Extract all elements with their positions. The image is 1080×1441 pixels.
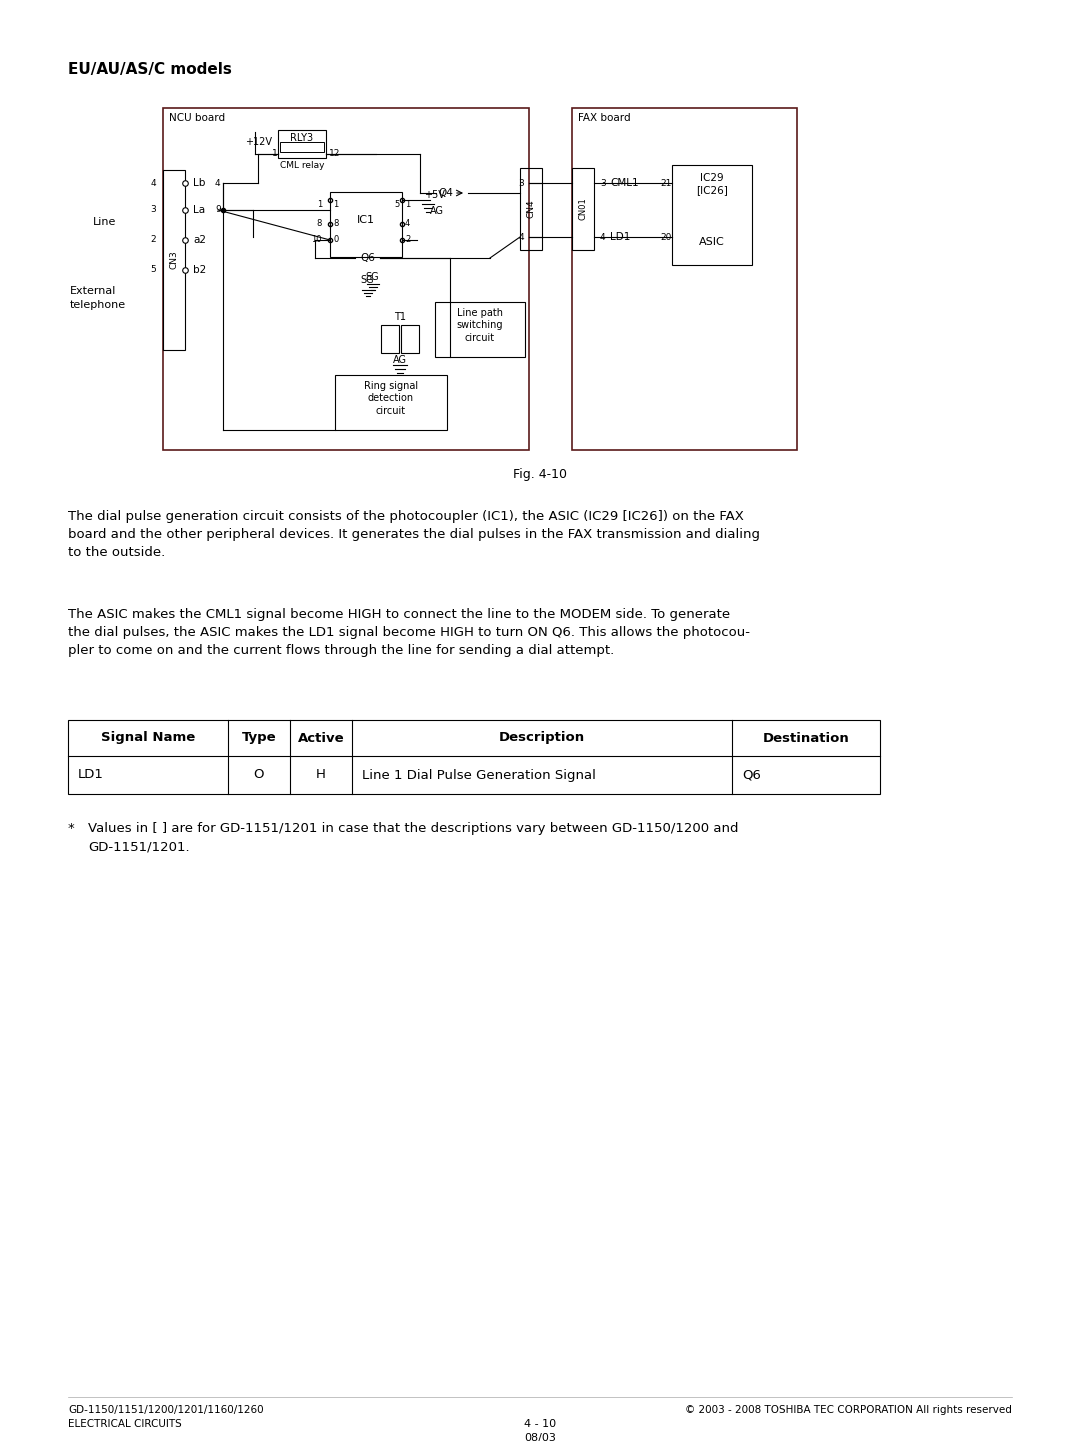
Text: 8: 8 [316,219,322,229]
Text: 1: 1 [405,200,410,209]
Text: T1: T1 [394,313,406,321]
Text: 4: 4 [215,179,220,187]
Text: 1: 1 [272,150,278,159]
Text: Type: Type [242,732,276,745]
Text: 1: 1 [333,200,338,209]
Text: 12: 12 [329,150,340,159]
Text: 4: 4 [150,179,156,187]
Bar [672,166,752,265]
Text: 08/03: 08/03 [524,1432,556,1441]
Text: External
telephone: External telephone [70,287,126,310]
Text: © 2003 - 2008 TOSHIBA TEC CORPORATION All rights reserved: © 2003 - 2008 TOSHIBA TEC CORPORATION Al… [685,1405,1012,1415]
Text: IC1: IC1 [357,215,375,225]
Text: 4 - 10: 4 - 10 [524,1419,556,1429]
Text: CN01: CN01 [579,197,588,220]
Text: a2: a2 [193,235,206,245]
Text: H: H [316,768,326,781]
Text: O: O [254,768,265,781]
Bar [163,170,185,350]
Text: Q4: Q4 [438,187,453,197]
Text: RLY3: RLY3 [291,133,313,143]
Text: 5: 5 [150,265,156,274]
Text: SG: SG [365,272,379,282]
Bar [519,169,542,249]
Text: 10: 10 [311,235,322,245]
Text: Lb: Lb [193,179,205,187]
Text: 21: 21 [660,179,672,187]
Bar [68,720,880,794]
Text: 2: 2 [150,235,156,245]
Text: IC29
[IC26]: IC29 [IC26] [697,173,728,196]
Text: Signal Name: Signal Name [100,732,195,745]
Text: The ASIC makes the CML1 signal become HIGH to connect the line to the MODEM side: The ASIC makes the CML1 signal become HI… [68,608,750,657]
Text: 8: 8 [333,219,338,229]
Text: The dial pulse generation circuit consists of the photocoupler (IC1), the ASIC (: The dial pulse generation circuit consis… [68,510,760,559]
Text: Line path
switching
circuit: Line path switching circuit [457,308,503,343]
Text: NCU board: NCU board [168,112,225,122]
Text: Fig. 4-10: Fig. 4-10 [513,468,567,481]
Text: Destination: Destination [762,732,849,745]
Text: 1: 1 [316,200,322,209]
Text: CN3: CN3 [170,251,178,269]
Text: SG: SG [360,275,374,285]
Text: 4: 4 [405,219,410,229]
Bar [280,143,324,151]
Text: EU/AU/AS/C models: EU/AU/AS/C models [68,62,232,76]
Text: +5V: +5V [424,190,445,200]
Bar [381,326,399,353]
Text: Active: Active [298,732,345,745]
Text: Ring signal
detection
circuit: Ring signal detection circuit [364,380,418,416]
Text: b2: b2 [193,265,206,275]
Bar [163,108,529,450]
Bar [572,169,594,249]
Text: *: * [68,821,75,834]
Text: +12V: +12V [245,137,272,147]
Text: 9: 9 [215,206,220,215]
Bar [572,108,797,450]
Text: Values in [ ] are for GD-1151/1201 in case that the descriptions vary between GD: Values in [ ] are for GD-1151/1201 in ca… [87,821,739,853]
Text: LD1: LD1 [78,768,104,781]
Text: 20: 20 [660,232,672,242]
Bar [330,192,402,256]
Bar [335,375,447,429]
Text: AG: AG [393,354,407,365]
Text: 2: 2 [405,235,410,245]
Text: Description: Description [499,732,585,745]
Text: LD1: LD1 [610,232,631,242]
Text: ELECTRICAL CIRCUITS: ELECTRICAL CIRCUITS [68,1419,181,1429]
Text: 0: 0 [333,235,338,245]
Bar [278,130,326,159]
Text: AG: AG [430,206,444,216]
Text: Q6: Q6 [742,768,761,781]
Text: 5: 5 [394,200,400,209]
Text: 4: 4 [518,232,524,242]
Text: 3: 3 [600,179,606,187]
Text: 4: 4 [600,232,606,242]
Text: GD-1150/1151/1200/1201/1160/1260: GD-1150/1151/1200/1201/1160/1260 [68,1405,264,1415]
Text: CML1: CML1 [610,179,638,187]
Text: Q6: Q6 [360,254,375,264]
Text: 3: 3 [518,179,524,187]
Text: Line 1 Dial Pulse Generation Signal: Line 1 Dial Pulse Generation Signal [362,768,596,781]
Text: ASIC: ASIC [699,236,725,246]
Text: CN4: CN4 [527,200,536,219]
Bar [401,326,419,353]
Text: La: La [193,205,205,215]
Bar [435,303,525,357]
Text: FAX board: FAX board [578,112,631,122]
Text: CML relay: CML relay [280,161,324,170]
Text: 3: 3 [150,206,156,215]
Text: Line: Line [93,218,117,228]
